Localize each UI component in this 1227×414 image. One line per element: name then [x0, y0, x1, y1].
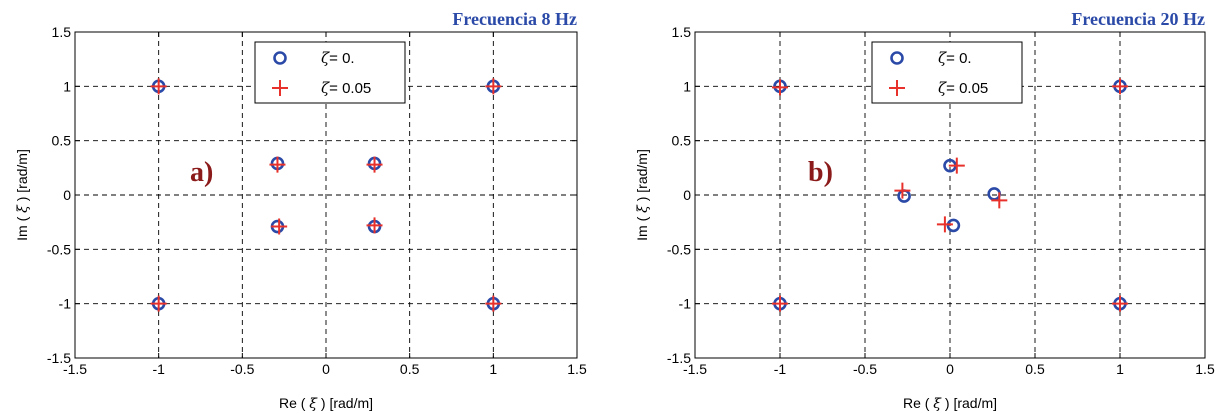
legend: ζ= 0.ζ= 0.05 — [871, 41, 1023, 104]
series-plus — [150, 78, 502, 312]
x-tick-label: -0.5 — [853, 361, 877, 377]
data-point-plus — [485, 295, 502, 312]
data-point-plus — [948, 157, 965, 174]
y-tick-label: 1 — [63, 78, 71, 94]
x-tick-label: 1 — [489, 361, 497, 377]
chart-title: Frecuencia 20 Hz — [1071, 9, 1205, 29]
legend-symbol: ζ — [321, 49, 330, 67]
data-point-plus — [150, 78, 167, 95]
x-tick-label: -1.5 — [63, 361, 87, 377]
y-tick-label: 0.5 — [52, 133, 72, 149]
legend-label: = 0. — [329, 50, 354, 67]
data-point-plus — [150, 295, 167, 312]
data-point-plus — [271, 218, 288, 235]
data-point-plus — [269, 156, 286, 173]
x-tick-label: -1 — [152, 361, 165, 377]
data-point-plus — [366, 156, 383, 173]
legend-label: = 0.05 — [946, 80, 988, 97]
legend-marker-circle — [890, 51, 904, 65]
y-tick-label: -1.5 — [47, 350, 71, 366]
x-axis-label-symbol: ξ — [933, 396, 942, 412]
y-tick-label: 1.5 — [52, 24, 72, 40]
y-tick-label: -1 — [59, 296, 72, 312]
legend-symbol: ζ — [938, 49, 947, 67]
legend-label: = 0.05 — [329, 80, 371, 97]
y-axis-label-post: ) [rad/m] — [14, 149, 30, 205]
legend-marker-circle — [273, 51, 287, 65]
legend-entry: ζ= 0.05 — [938, 79, 988, 97]
legend-entry: ζ= 0. — [321, 49, 355, 67]
x-tick-label: 1.5 — [567, 361, 587, 377]
data-point-plus — [772, 79, 788, 96]
x-axis-label-pre: Re ( — [903, 395, 933, 411]
data-point-plus — [936, 216, 953, 233]
y-axis-label: Im ( ξ ) [rad/m] — [634, 149, 651, 241]
chart-panel-b: -1.5 -1 -0.5 0 0.5 1 1.5 -1.5 -1 -0.5 0 0.5 1 1.5 Frec… — [634, 9, 1215, 412]
y-axis-label-pre: Im ( — [634, 213, 650, 241]
data-point-plus — [1112, 295, 1128, 312]
legend-marker-plus — [889, 80, 905, 96]
x-tick-label: -1 — [774, 361, 787, 377]
y-tick-label: -0.5 — [667, 241, 691, 257]
data-point-plus — [991, 192, 1008, 209]
x-axis-label-symbol: ξ — [309, 396, 318, 412]
x-tick-label: -0.5 — [230, 361, 254, 377]
y-axis-label-symbol: ξ — [635, 204, 651, 213]
y-axis-label-symbol: ξ — [15, 204, 31, 213]
data-point-circle — [946, 218, 961, 233]
x-tick-label: 0.5 — [1025, 361, 1045, 377]
data-point-plus — [485, 78, 502, 95]
y-tick-label: -0.5 — [47, 241, 71, 257]
y-tick-label: -1.5 — [667, 350, 691, 366]
x-axis-label-pre: Re ( — [279, 395, 309, 411]
y-tick-label: 0.5 — [672, 133, 692, 149]
y-tick-label: 0 — [683, 187, 691, 203]
data-point-plus — [772, 295, 788, 312]
chart-title: Frecuencia 8 Hz — [452, 9, 577, 29]
x-tick-label: -1.5 — [683, 361, 707, 377]
panel-label: b) — [808, 157, 833, 188]
y-axis-label-post: ) [rad/m] — [634, 149, 650, 205]
legend-symbol: ζ — [938, 79, 947, 97]
x-tick-label: 1 — [1116, 361, 1124, 377]
series-plus — [772, 78, 1128, 312]
legend: ζ= 0.ζ= 0.05 — [254, 41, 406, 104]
x-axis-label: Re ( ξ ) [rad/m] — [279, 395, 373, 412]
x-axis-label-post: ) [rad/m] — [317, 395, 373, 411]
y-tick-label: 1 — [683, 78, 691, 94]
legend-entry: ζ= 0. — [938, 49, 972, 67]
panel-label: a) — [190, 157, 213, 188]
y-tick-label: 0 — [63, 187, 71, 203]
x-axis-label-post: ) [rad/m] — [941, 395, 997, 411]
x-tick-label: 1.5 — [1195, 361, 1215, 377]
legend-marker-plus — [272, 80, 288, 96]
x-tick-label: 0 — [322, 361, 330, 377]
legend-symbol: ζ — [321, 79, 330, 97]
legend-entry: ζ= 0.05 — [321, 79, 371, 97]
y-axis-label: Im ( ξ ) [rad/m] — [14, 149, 31, 241]
data-point-plus — [366, 217, 383, 234]
legend-label: = 0. — [946, 50, 971, 67]
x-tick-label: 0.5 — [400, 361, 420, 377]
y-axis-label-pre: Im ( — [14, 213, 30, 241]
data-point-plus — [1112, 78, 1128, 95]
y-tick-label: -1 — [679, 296, 692, 312]
y-tick-label: 1.5 — [672, 24, 692, 40]
x-axis-label: Re ( ξ ) [rad/m] — [903, 395, 997, 412]
data-point-plus — [894, 182, 911, 199]
x-tick-label: 0 — [946, 361, 954, 377]
chart-panel-a: -1.5 -1 -0.5 0 0.5 1 1.5 -1.5 -1 -0.5 0 0.5 1 1.5 Frec… — [14, 9, 587, 412]
